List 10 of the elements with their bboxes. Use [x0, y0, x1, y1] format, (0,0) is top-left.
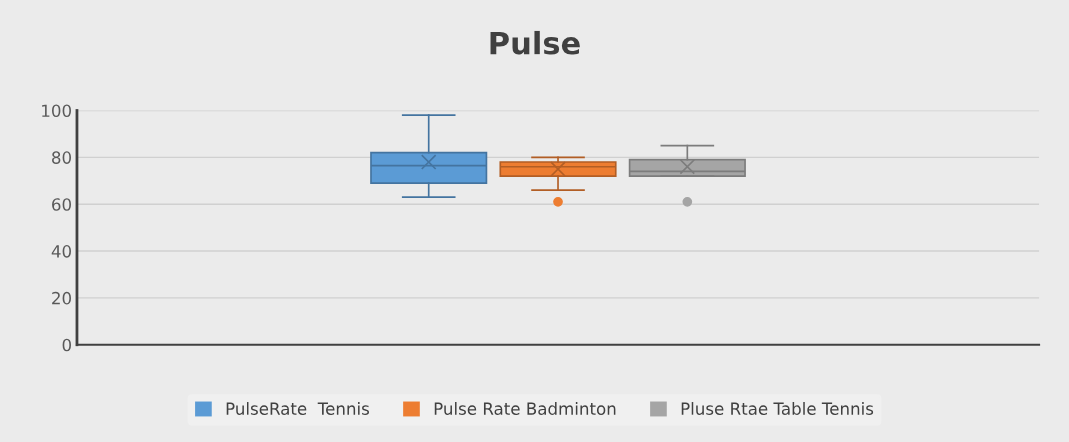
chart-title: Pulse: [490, 30, 580, 55]
y-tick-label: 40: [51, 245, 71, 258]
y-tick-label: 80: [52, 151, 71, 164]
legend-label: Pluse Rtae Table Tennis: [681, 402, 874, 415]
y-tick-label: 0: [62, 338, 71, 352]
y-tick-label: 100: [42, 104, 71, 118]
legend-label: PulseRate Tennis: [226, 402, 369, 415]
legend-label: Pulse Rate Badminton: [434, 402, 616, 415]
y-tick-label: 20: [52, 291, 71, 305]
y-tick-label: 60: [52, 198, 71, 211]
